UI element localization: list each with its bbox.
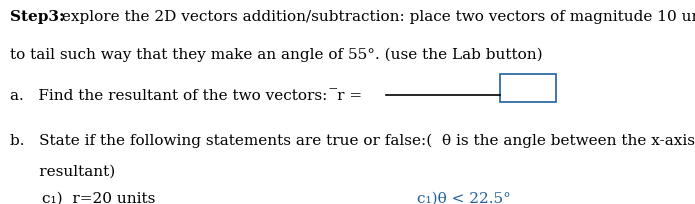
FancyBboxPatch shape xyxy=(500,74,556,102)
Text: c₁)  r=20 units: c₁) r=20 units xyxy=(42,191,155,204)
Text: b.   State if the following statements are true or false:(  θ is the angle betwe: b. State if the following statements are… xyxy=(10,133,695,147)
Text: to tail such way that they make an angle of 55°. (use the Lab button): to tail such way that they make an angle… xyxy=(10,47,543,61)
Text: resultant): resultant) xyxy=(10,164,115,178)
Text: c₁)θ < 22.5°: c₁)θ < 22.5° xyxy=(417,191,511,204)
Text: Step3:: Step3: xyxy=(10,10,65,24)
Text: explore the 2D vectors addition/subtraction: place two vectors of magnitude 10 u: explore the 2D vectors addition/subtract… xyxy=(57,10,695,24)
Text: a.   Find the resultant of the two vectors:  ̅r =: a. Find the resultant of the two vectors… xyxy=(10,89,368,103)
